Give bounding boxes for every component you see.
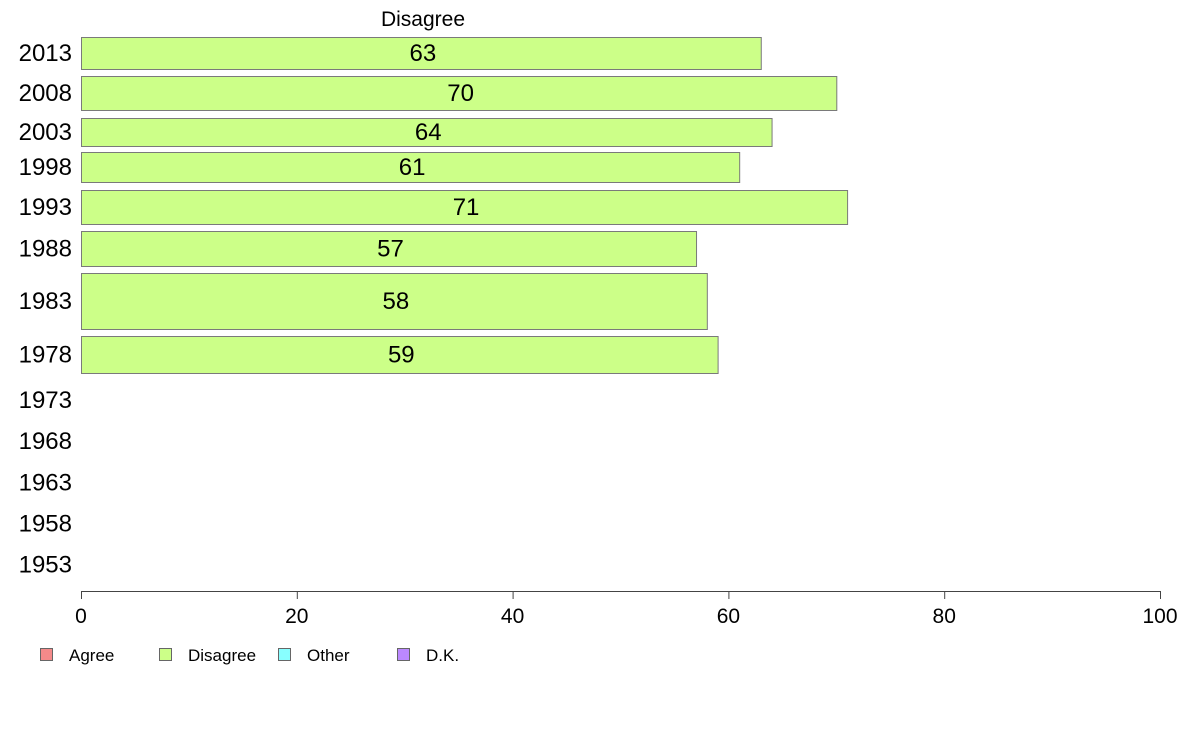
legend-label: Other	[307, 646, 350, 665]
y-tick-label: 1963	[19, 470, 72, 497]
y-axis-labels: 2013 2008 2003 1998 1993 1988 1983 1978 1973 1968…	[19, 40, 72, 579]
data-label-1983: 58	[383, 288, 410, 315]
legend-label: D.K.	[426, 646, 459, 665]
y-tick-label: 1983	[19, 288, 72, 315]
bar-1988	[81, 231, 698, 267]
y-tick-label: 1988	[19, 236, 72, 263]
x-tick-label: 0	[75, 605, 87, 628]
y-tick-label: 1993	[19, 194, 72, 221]
data-label-2003: 64	[415, 119, 442, 146]
bar-1983	[81, 273, 708, 330]
data-label-1988: 57	[377, 236, 404, 263]
y-tick-label: 1958	[19, 511, 72, 538]
data-label-1978: 59	[388, 342, 415, 369]
legend-swatch-disagree	[159, 648, 172, 661]
data-label-1993: 71	[453, 194, 480, 221]
legend: Agree Disagree Other D.K.	[40, 646, 459, 665]
legend-label: Disagree	[188, 646, 256, 665]
data-label-1998: 61	[399, 154, 426, 181]
y-tick-label: 1973	[19, 387, 72, 414]
bar-2008	[81, 76, 838, 111]
x-axis: 0 20 40 60 80 100	[75, 591, 1178, 628]
bar-1978	[81, 336, 719, 374]
bar-1998	[81, 152, 741, 183]
y-tick-label: 1978	[19, 342, 72, 369]
x-tick-label: 100	[1142, 605, 1177, 628]
x-tick-label: 40	[501, 605, 524, 628]
bar-2013	[81, 37, 762, 70]
legend-label: Agree	[69, 646, 114, 665]
x-tick-label: 80	[933, 605, 956, 628]
y-tick-label: 2008	[19, 80, 72, 107]
data-label-2013: 63	[410, 40, 437, 67]
legend-swatch-dk	[397, 648, 410, 661]
bar-2003	[81, 118, 773, 147]
x-tick-label: 20	[285, 605, 308, 628]
y-tick-label: 2003	[19, 119, 72, 146]
chart-title: Disagree	[381, 8, 465, 31]
x-tick-label: 60	[717, 605, 740, 628]
legend-swatch-other	[278, 648, 291, 661]
data-label-2008: 70	[447, 80, 474, 107]
bar-1993	[81, 190, 849, 225]
legend-swatch-agree	[40, 648, 53, 661]
y-tick-label: 1998	[19, 154, 72, 181]
y-tick-label: 1953	[19, 552, 72, 579]
y-tick-label: 1968	[19, 428, 72, 455]
y-tick-label: 2013	[19, 40, 72, 67]
